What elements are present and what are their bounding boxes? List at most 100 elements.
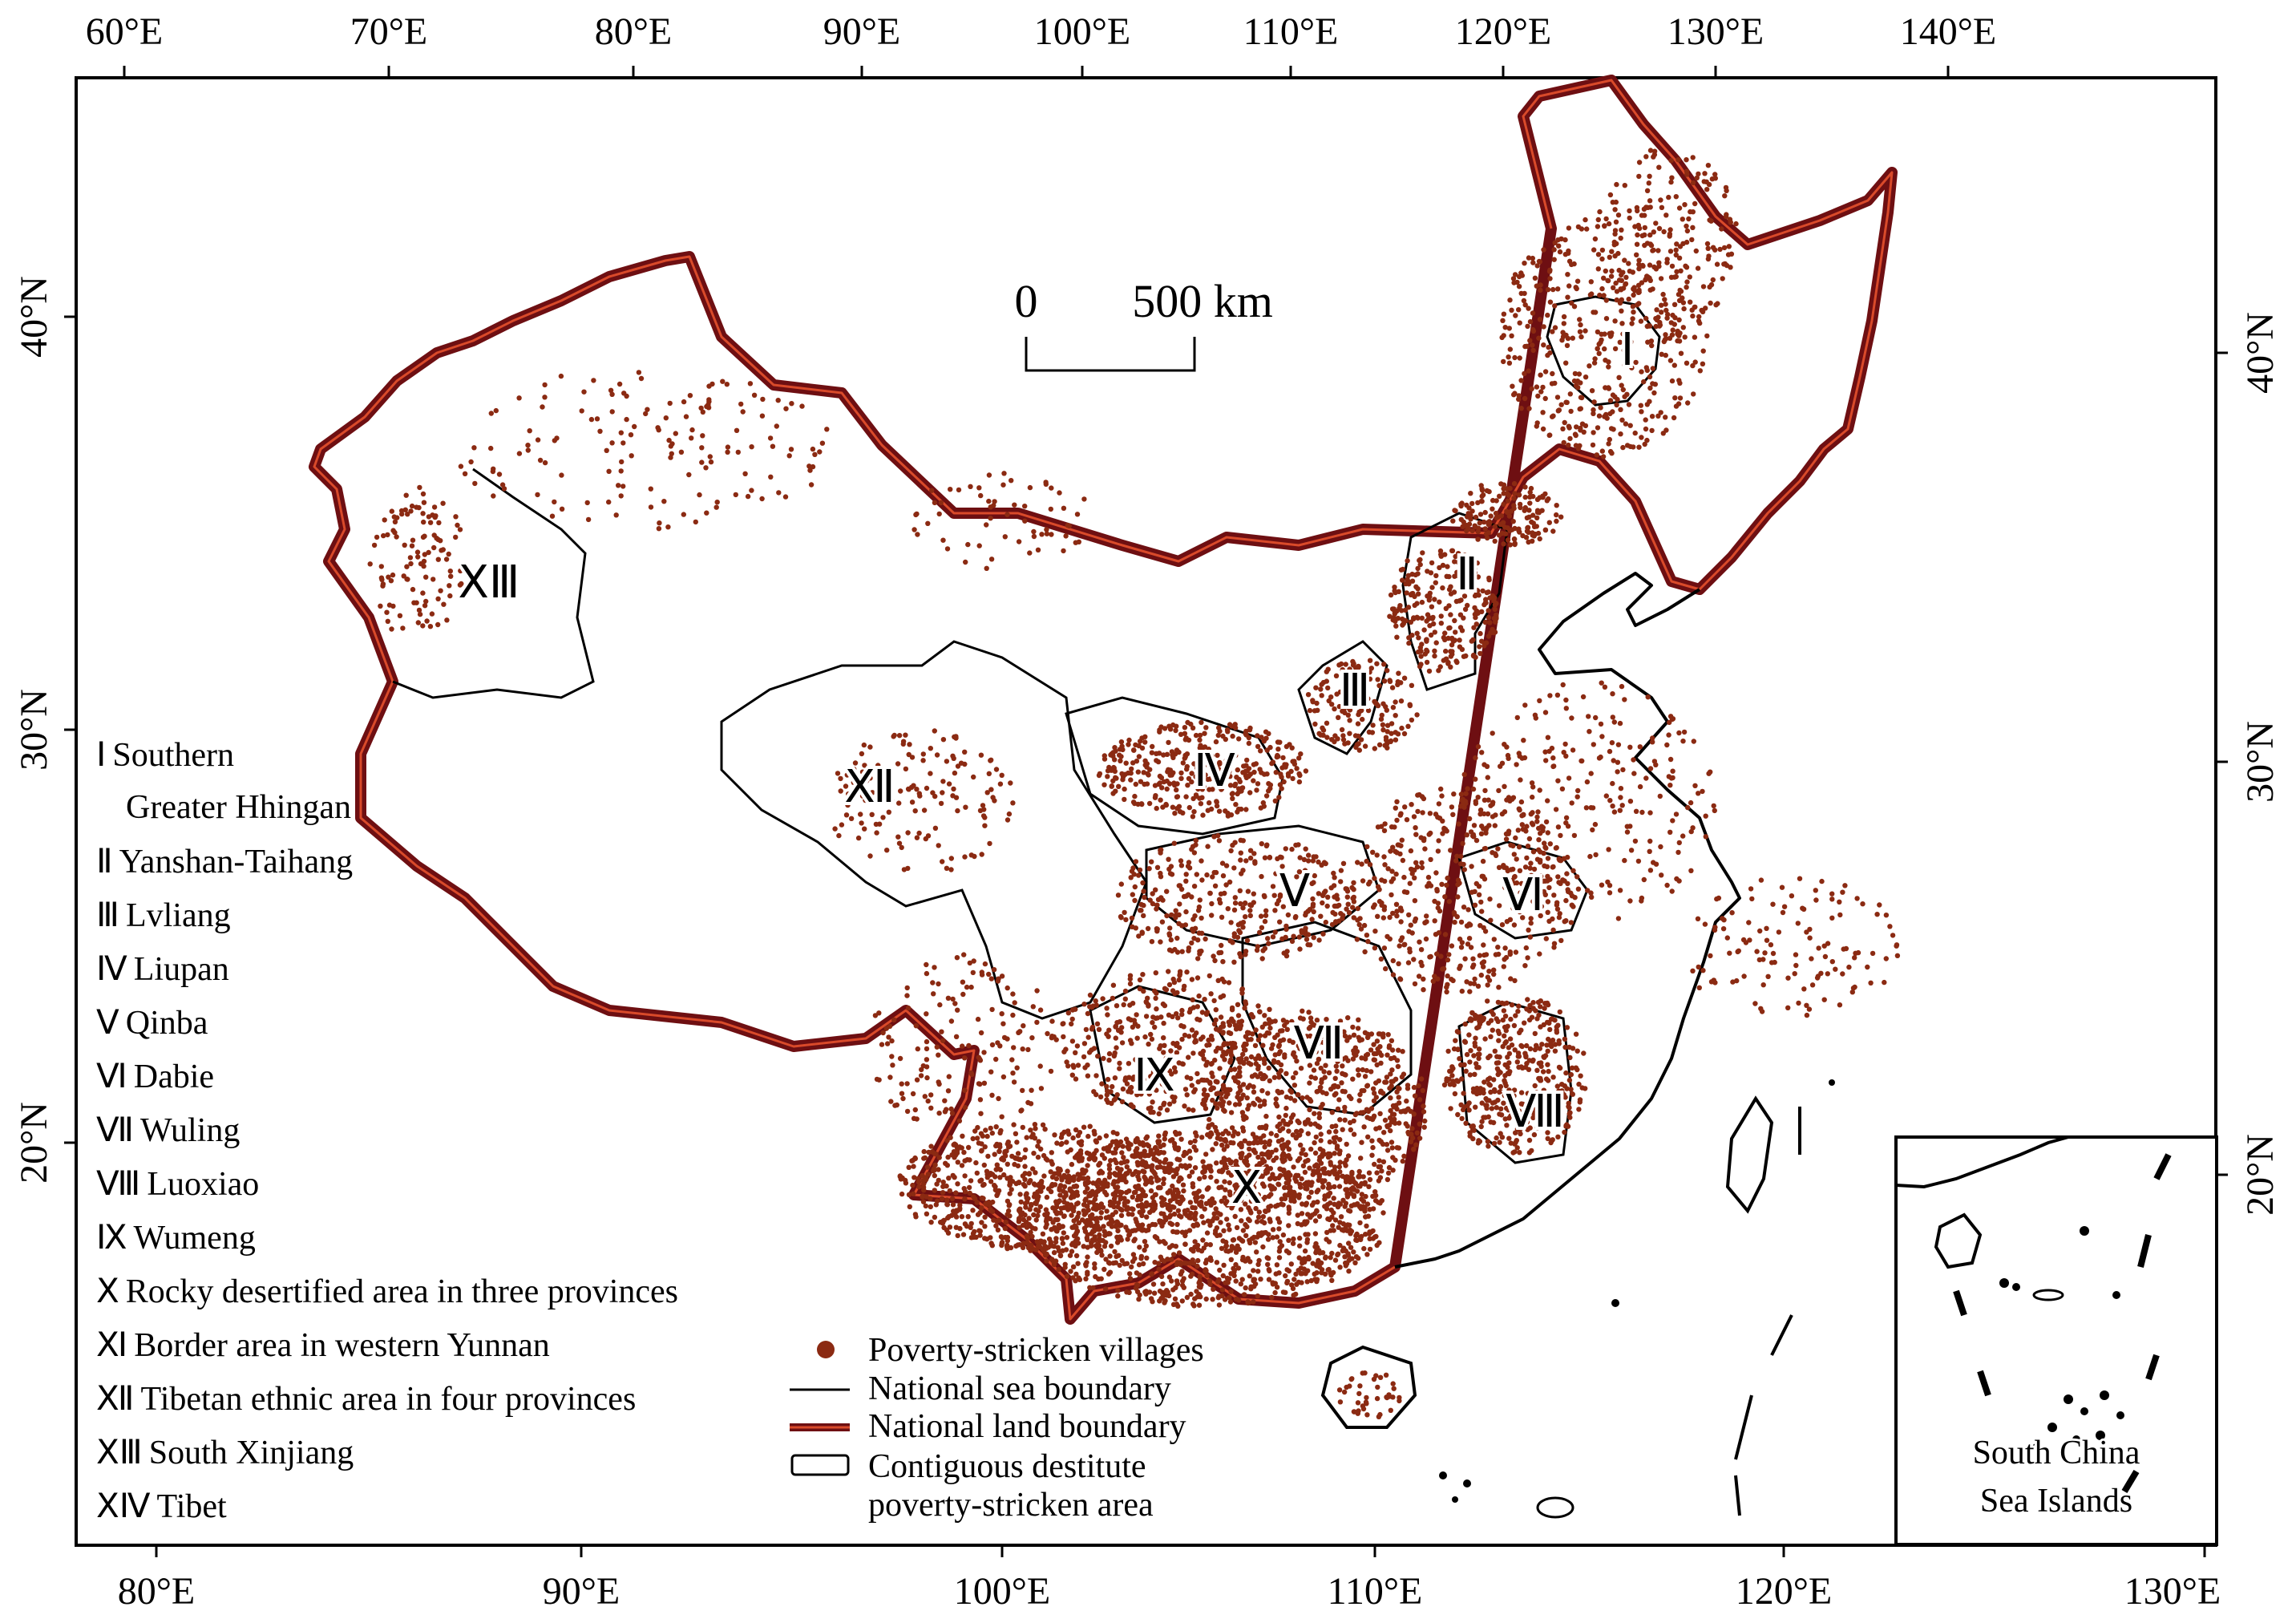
village-point xyxy=(1459,1076,1465,1082)
village-point xyxy=(1116,1253,1122,1258)
village-point xyxy=(1327,1139,1333,1145)
village-point xyxy=(1316,859,1321,865)
village-point xyxy=(1154,1015,1161,1021)
village-point xyxy=(1497,1089,1502,1095)
village-point xyxy=(1550,864,1556,870)
village-point xyxy=(1281,1168,1287,1174)
village-point xyxy=(1317,1250,1323,1256)
village-point xyxy=(1372,902,1377,908)
village-point xyxy=(1259,735,1264,740)
village-point xyxy=(1194,1263,1200,1269)
village-point xyxy=(1059,1131,1065,1137)
village-point xyxy=(1352,1180,1357,1185)
village-point xyxy=(1231,907,1238,913)
village-point xyxy=(1407,880,1413,886)
village-point xyxy=(984,1237,990,1242)
village-point xyxy=(1225,1280,1231,1285)
village-point xyxy=(1407,949,1413,955)
village-point xyxy=(1296,755,1302,761)
village-point xyxy=(1280,1118,1286,1123)
village-point xyxy=(1316,937,1322,943)
village-point xyxy=(1477,630,1483,637)
village-point xyxy=(1208,806,1215,812)
village-point xyxy=(1215,732,1222,739)
village-point xyxy=(1276,1226,1282,1232)
village-point xyxy=(1057,1210,1064,1216)
village-point xyxy=(1076,1176,1081,1183)
left-latitude-labels: 40°N 30°N 20°N xyxy=(13,276,55,1184)
village-point xyxy=(1288,1261,1295,1267)
village-point xyxy=(906,1164,912,1171)
village-point xyxy=(1370,1236,1376,1241)
village-point xyxy=(1471,625,1477,630)
village-point xyxy=(1318,1131,1324,1137)
village-point xyxy=(1121,1002,1126,1008)
village-point xyxy=(1211,869,1217,876)
village-point xyxy=(1526,1137,1533,1143)
village-point xyxy=(1228,848,1234,854)
village-point xyxy=(1422,846,1428,852)
village-point xyxy=(1189,1083,1195,1088)
village-point xyxy=(1534,1042,1539,1049)
village-point xyxy=(1495,1028,1502,1034)
village-point xyxy=(1152,988,1158,994)
village-point xyxy=(1210,1297,1215,1302)
village-point xyxy=(912,1175,917,1180)
village-point xyxy=(1516,844,1522,850)
village-point xyxy=(1419,864,1425,871)
village-point xyxy=(1159,785,1165,791)
village-point xyxy=(1436,838,1441,844)
village-point xyxy=(1409,578,1416,584)
village-point xyxy=(1328,885,1334,891)
village-point xyxy=(1096,1247,1102,1253)
village-point xyxy=(1208,1257,1214,1263)
village-point xyxy=(1085,1237,1090,1243)
village-point xyxy=(1035,1154,1041,1160)
village-point xyxy=(1388,1055,1394,1062)
village-point xyxy=(1255,781,1261,787)
village-point xyxy=(1411,615,1417,621)
village-point xyxy=(1154,906,1159,912)
village-point xyxy=(1107,1171,1113,1176)
village-point xyxy=(1304,937,1310,942)
village-point xyxy=(909,1158,915,1164)
village-point xyxy=(1364,1067,1370,1074)
village-point xyxy=(1142,781,1147,787)
village-point xyxy=(1541,1022,1547,1028)
village-point xyxy=(1514,856,1519,862)
village-point xyxy=(1236,1101,1243,1107)
village-point xyxy=(1120,774,1126,779)
village-point xyxy=(1213,1101,1219,1107)
village-point xyxy=(1277,1028,1283,1034)
village-point xyxy=(1190,1005,1197,1010)
village-point xyxy=(1169,1278,1174,1284)
village-point xyxy=(1562,1036,1568,1042)
village-point xyxy=(999,1240,1005,1245)
village-point xyxy=(1300,1095,1305,1101)
village-point xyxy=(1134,1012,1139,1018)
village-point xyxy=(1266,941,1271,946)
village-point xyxy=(1213,1141,1219,1147)
village-point xyxy=(962,1188,968,1195)
village-point xyxy=(1264,1030,1271,1036)
village-point xyxy=(1159,919,1166,925)
village-point xyxy=(1466,1032,1472,1038)
village-point xyxy=(1449,943,1455,949)
village-point xyxy=(1433,812,1439,817)
village-point xyxy=(1255,1003,1261,1009)
village-point xyxy=(1326,1266,1332,1273)
village-point xyxy=(1436,930,1442,936)
village-point xyxy=(1262,855,1268,860)
village-point xyxy=(1413,832,1419,837)
village-point xyxy=(1143,1200,1150,1206)
village-point xyxy=(916,1180,922,1185)
village-point xyxy=(1178,1136,1184,1142)
village-point xyxy=(1119,1025,1125,1030)
village-point xyxy=(1303,846,1308,852)
village-point xyxy=(1061,1195,1067,1200)
village-point xyxy=(996,1148,1002,1155)
village-point xyxy=(1282,1184,1287,1191)
village-point xyxy=(1201,1056,1207,1062)
village-point xyxy=(1163,987,1170,993)
village-point xyxy=(1568,1071,1574,1078)
